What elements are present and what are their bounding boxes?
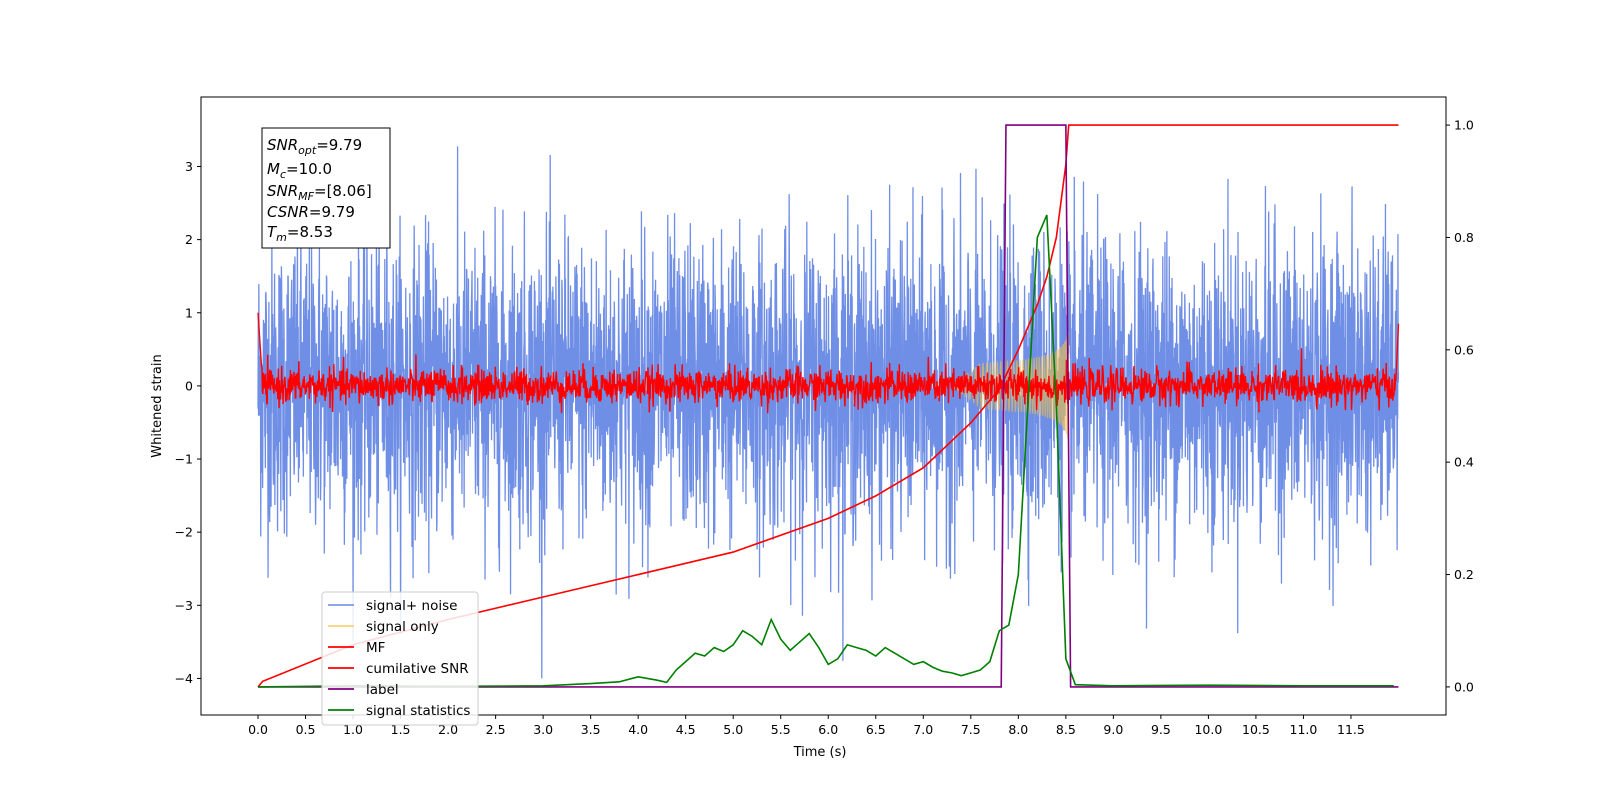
y-axis-label: Whitened strain: [150, 354, 165, 457]
x-tick-label: 11.5: [1337, 722, 1365, 737]
x-tick-label: 2.5: [486, 722, 506, 737]
info-snr-mf: SNRMF=[8.06]: [267, 182, 372, 203]
y-tick-label: −3: [175, 598, 193, 613]
y2-tick-label: 1.0: [1454, 118, 1474, 133]
x-tick-label: 3.5: [581, 722, 601, 737]
x-tick-label: 11.0: [1290, 722, 1318, 737]
legend-items: signal+ noise signal only MF cumilative SNR…: [328, 598, 470, 719]
info-box: SNRopt=9.79 Mc=10.0 SNRMF=[8.06] CSNR=9.…: [261, 127, 391, 249]
x-tick-label: 5.5: [771, 722, 791, 737]
x-tick-label: 1.5: [391, 722, 411, 737]
series-label: [258, 124, 1399, 688]
y2-tick-label: 0.4: [1454, 455, 1474, 470]
x-tick-label: 2.0: [438, 722, 458, 737]
x-tick-label: 4.5: [676, 722, 696, 737]
x-tick-label: 0.5: [296, 722, 316, 737]
y-tick-label: 1: [185, 305, 193, 320]
legend-label: signal statistics: [366, 703, 470, 719]
x-tick-label: 4.0: [628, 722, 648, 737]
series-mf: [257, 312, 1400, 414]
x-tick-label: 8.0: [1008, 722, 1028, 737]
x-tick-label: 3.0: [533, 722, 553, 737]
y-tick-label: −2: [175, 525, 193, 540]
y-tick-label: 0: [185, 378, 193, 393]
legend-label: cumilative SNR: [366, 661, 469, 677]
info-snr-opt: SNRopt=9.79: [267, 136, 362, 157]
x-axis: 0.0 0.5 1.0 1.5 2.0 2.5 3.0 3.5 4.0 4.5 5.0 5.5 6.0 6…: [248, 715, 1365, 737]
x-tick-label: 0.0: [248, 722, 268, 737]
info-box-frame: [261, 127, 391, 249]
x-tick-label: 10.0: [1194, 722, 1222, 737]
x-tick-label: 7.5: [961, 722, 981, 737]
x-axis-label: Time (s): [793, 745, 847, 760]
y-tick-label: −1: [175, 452, 193, 467]
y-tick-label: 2: [185, 232, 193, 247]
x-tick-label: 8.5: [1056, 722, 1076, 737]
legend-label: signal+ noise: [366, 598, 457, 614]
legend-frame: [321, 591, 479, 726]
legend: signal+ noise signal only MF cumilative SNR…: [321, 591, 479, 726]
y-axis-right: 1.0 0.8 0.6 0.4 0.2 0.0: [1446, 118, 1474, 694]
y-axis-left: 3 2 1 0 −1 −2 −3 −4: [175, 159, 201, 686]
y-tick-label: 3: [185, 159, 193, 174]
x-tick-label: 10.5: [1242, 722, 1270, 737]
series-signal-statistics: [258, 214, 1394, 688]
y2-tick-label: 0.6: [1454, 342, 1474, 357]
info-csnr: CSNR=9.79: [267, 203, 355, 221]
x-tick-label: 9.5: [1151, 722, 1171, 737]
legend-label: label: [366, 682, 399, 698]
y-tick-label: −4: [175, 671, 193, 686]
y2-tick-label: 0.0: [1454, 679, 1474, 694]
y2-tick-label: 0.8: [1454, 230, 1474, 245]
x-tick-label: 7.0: [913, 722, 933, 737]
x-tick-label: 9.0: [1103, 722, 1123, 737]
x-tick-label: 6.0: [818, 722, 838, 737]
legend-label: MF: [366, 640, 385, 656]
y2-tick-label: 0.2: [1454, 567, 1474, 582]
info-mc: Mc=10.0: [267, 160, 332, 181]
legend-label: signal only: [366, 619, 439, 635]
info-tm: Tm=8.53: [267, 223, 333, 244]
x-tick-label: 5.0: [723, 722, 743, 737]
x-tick-label: 1.0: [343, 722, 363, 737]
x-tick-label: 6.5: [866, 722, 886, 737]
plot-frame: [200, 96, 1447, 716]
